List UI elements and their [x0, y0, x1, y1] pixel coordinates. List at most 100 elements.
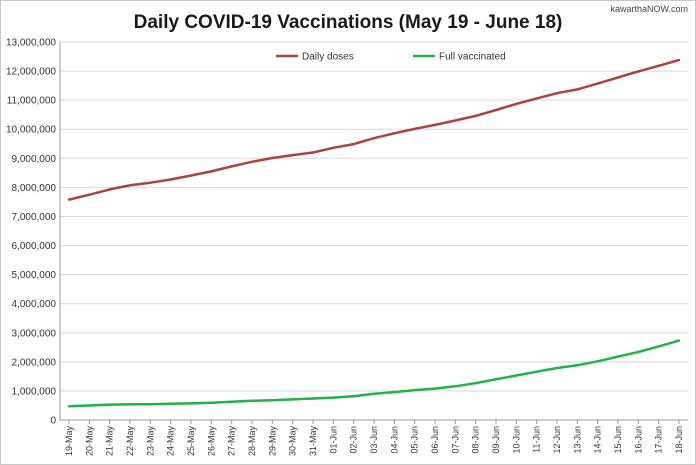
data-point [291, 398, 294, 401]
x-tick-label: 02-Jun [349, 426, 359, 454]
x-tick-label: 11-Jun [532, 426, 542, 453]
data-point [413, 388, 416, 392]
y-tick-label: 1,000,000 [12, 386, 57, 397]
x-tick-label: 04-Jun [389, 426, 399, 454]
data-point [494, 378, 498, 381]
data-point [169, 178, 172, 181]
data-point [494, 108, 498, 112]
x-tick-label: 27-May [227, 426, 237, 457]
data-point [250, 160, 254, 163]
y-tick-label: 6,000,000 [12, 241, 57, 252]
data-point [596, 360, 599, 363]
data-point [149, 181, 152, 184]
data-point [128, 403, 132, 406]
data-point [515, 374, 518, 377]
y-tick-label: 10,000,000 [6, 125, 56, 136]
x-tick-label: 06-Jun [430, 426, 440, 454]
data-point [433, 387, 437, 390]
x-tick-label: 31-May [308, 426, 318, 457]
x-tick-label: 30-May [288, 426, 298, 457]
data-point [291, 153, 294, 157]
data-point [555, 366, 559, 370]
data-point [474, 114, 477, 118]
gridlines [60, 41, 688, 421]
data-point [576, 88, 579, 91]
data-point [189, 174, 193, 177]
axes: 0 1,000,000 2,000,000 3,000,000 4,000,000 5,0… [6, 38, 688, 457]
chart-title: Daily COVID-19 Vaccinations (May 19 - Ju… [133, 12, 563, 33]
data-point [108, 403, 111, 406]
x-tick-label: 21-May [105, 426, 115, 457]
x-tick-label: 17-Jun [654, 426, 664, 454]
data-point [332, 396, 335, 399]
y-tick-label: 7,000,000 [12, 212, 57, 223]
x-tick-label: 10-Jun [511, 426, 521, 454]
legend: Daily doses Full vaccinated [276, 52, 506, 63]
data-point [413, 127, 416, 131]
x-tick-label: 22-May [125, 426, 135, 457]
series-line-daily-doses [68, 58, 680, 201]
x-tick-label: 24-May [166, 426, 176, 457]
data-point [535, 97, 538, 100]
data-point [474, 381, 477, 385]
data-point [352, 394, 355, 398]
x-tick-label: 16-Jun [633, 426, 643, 454]
data-point [250, 399, 254, 403]
data-point [210, 401, 213, 405]
data-point [271, 156, 274, 160]
x-tick-label: 19-May [64, 426, 74, 457]
x-tick-label: 09-Jun [491, 426, 501, 454]
series-lines [67, 58, 681, 408]
x-tick-label: 18-Jun [674, 426, 684, 454]
data-point [637, 70, 640, 73]
data-point [230, 165, 233, 168]
data-point [210, 170, 213, 173]
data-point [515, 102, 518, 106]
legend-label: Daily doses [302, 52, 354, 63]
x-tick-label: 12-Jun [552, 426, 562, 454]
data-point [108, 188, 111, 191]
data-point [433, 123, 437, 127]
data-point [332, 146, 335, 150]
data-point [169, 402, 172, 405]
data-point [637, 350, 640, 354]
data-point [67, 198, 71, 201]
y-tick-label: 9,000,000 [12, 154, 57, 165]
data-point [352, 142, 355, 146]
data-point [372, 392, 376, 396]
data-point [616, 76, 620, 79]
data-point [454, 385, 457, 388]
x-tick-label: 28-May [247, 426, 257, 457]
x-tick-label: 03-Jun [369, 426, 379, 454]
series-line-full-vaccinated [68, 339, 680, 408]
y-tick-label: 11,000,000 [7, 96, 57, 107]
data-point [657, 64, 660, 68]
data-point [555, 91, 559, 95]
y-tick-label: 2,000,000 [12, 357, 57, 368]
x-tick-label: 29-May [267, 426, 277, 457]
data-point [372, 137, 376, 140]
data-point [454, 119, 457, 122]
x-tick-label: 14-Jun [593, 426, 603, 454]
data-point [271, 399, 274, 402]
data-point [311, 397, 315, 400]
data-point [535, 370, 538, 373]
legend-label: Full vaccinated [439, 52, 506, 63]
data-point [576, 364, 579, 367]
data-point [393, 132, 396, 135]
y-tick-label: 12,000,000 [6, 67, 56, 78]
watermark: kawarthaNOW.com [610, 4, 688, 14]
data-point [677, 339, 681, 342]
data-point [657, 345, 660, 348]
x-tick-label: 25-May [186, 426, 196, 457]
y-tick-label: 8,000,000 [12, 183, 57, 194]
data-point [616, 355, 620, 358]
data-point [88, 404, 91, 407]
data-point [128, 184, 132, 187]
y-tick-label: 0 [50, 416, 56, 427]
x-tick-label: 05-Jun [410, 426, 420, 454]
x-tick-label: 08-Jun [471, 426, 481, 454]
x-tick-label: 20-May [84, 426, 94, 457]
x-tick-label: 23-May [145, 426, 155, 457]
